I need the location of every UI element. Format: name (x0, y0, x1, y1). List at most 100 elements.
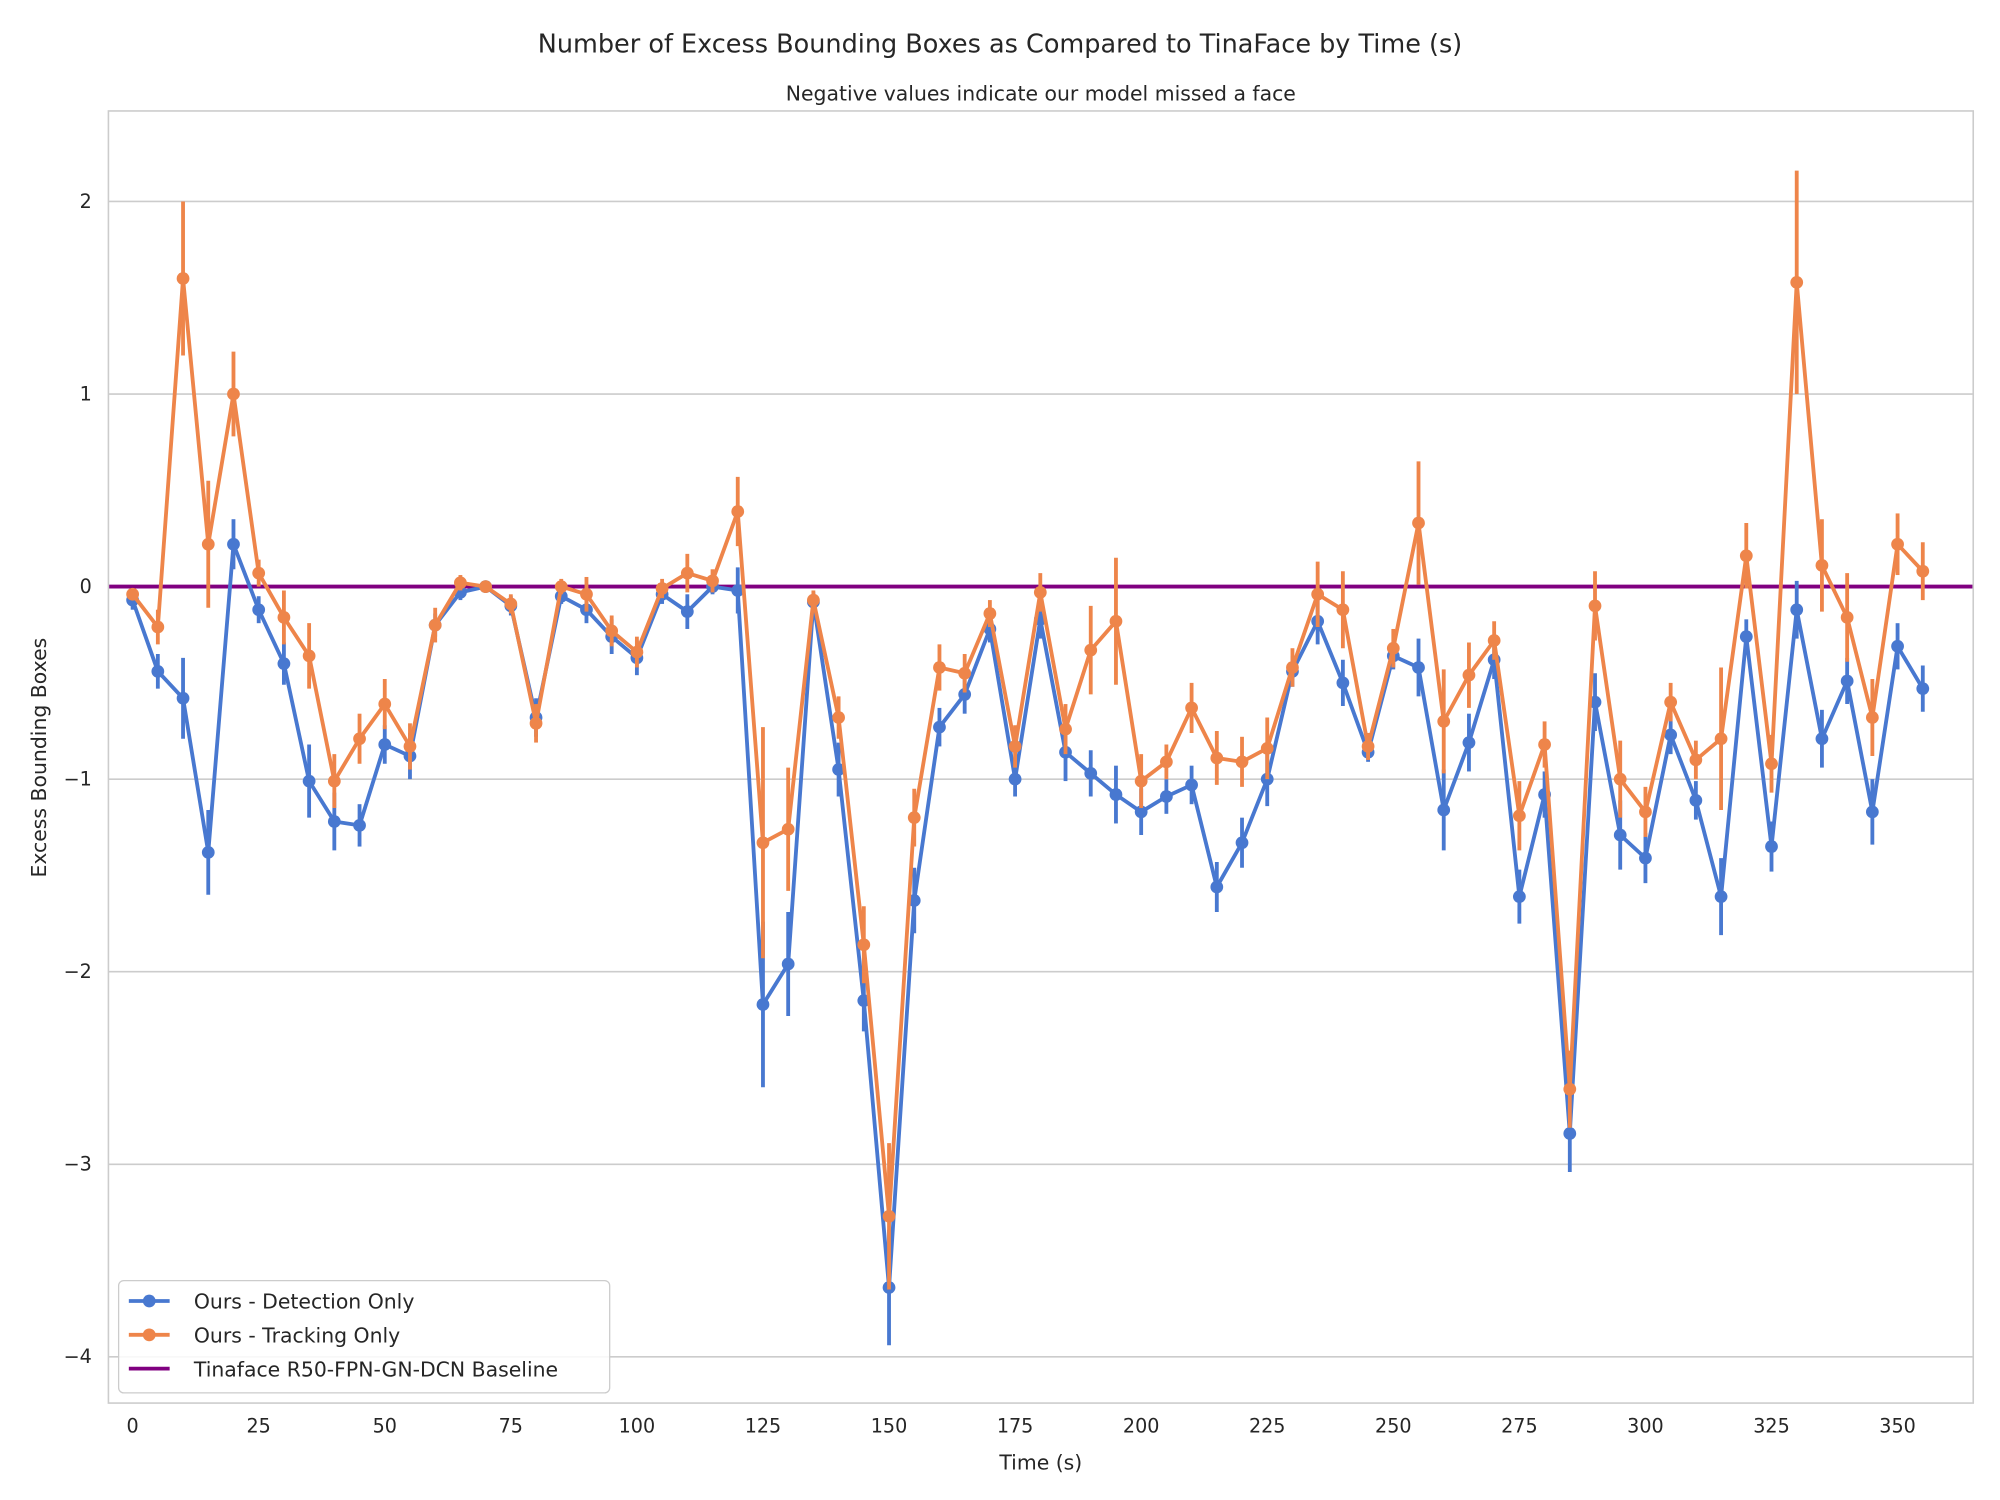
data-point (1765, 757, 1778, 771)
data-point (353, 818, 366, 832)
data-point (1412, 516, 1425, 530)
data-point (1134, 805, 1148, 819)
data-point (151, 664, 165, 678)
data-point (554, 580, 568, 593)
data-point (706, 574, 719, 588)
data-point (1865, 711, 1879, 724)
x-tick-label: 275 (1501, 1414, 1538, 1437)
data-point (1512, 809, 1526, 823)
data-point (1437, 715, 1451, 728)
series-line (130, 542, 1925, 1290)
plot-frame (107, 110, 1975, 1404)
data-point (1311, 587, 1325, 601)
x-tick-label: 150 (871, 1414, 908, 1437)
data-point (1361, 740, 1375, 753)
data-point (151, 620, 165, 634)
data-point (353, 732, 366, 746)
data-point (176, 272, 190, 285)
data-point (327, 815, 341, 828)
y-tick-label: −1 (64, 768, 92, 791)
chart-subtitle: Negative values indicate our model misse… (786, 82, 1296, 106)
x-tick-label: 175 (997, 1414, 1034, 1437)
data-point (201, 845, 215, 859)
data-point (680, 605, 694, 619)
data-point (1916, 564, 1930, 578)
data-point (1538, 738, 1551, 751)
data-point (1689, 753, 1703, 767)
series-tracking (126, 170, 1930, 1290)
data-point (252, 566, 266, 580)
x-tick-label: 250 (1375, 1414, 1412, 1437)
data-point (302, 649, 316, 663)
legend: Ours - Detection Only Ours - Tracking Onl… (117, 1279, 611, 1394)
x-tick-label: 300 (1627, 1414, 1664, 1437)
data-point (1462, 736, 1476, 749)
x-tick-label: 75 (499, 1414, 523, 1437)
data-point (252, 603, 266, 617)
data-point (781, 822, 795, 836)
series-layer (108, 170, 1974, 1346)
data-point (1790, 603, 1804, 617)
data-point (1185, 701, 1198, 715)
data-point (933, 661, 946, 674)
data-point (655, 582, 669, 595)
legend-label: Tinaface R50-FPN-GN-DCN Baseline (193, 1357, 558, 1381)
data-point (1235, 755, 1249, 769)
data-point (1462, 668, 1476, 682)
data-point (479, 580, 492, 593)
data-point (1639, 851, 1652, 865)
data-point (378, 738, 392, 751)
data-point (1412, 661, 1425, 674)
data-point (1840, 611, 1854, 624)
data-point (1437, 803, 1451, 817)
data-point (1739, 549, 1753, 563)
data-point (680, 566, 694, 580)
data-point (126, 587, 140, 601)
data-point (807, 593, 820, 607)
y-tick-label: 0 (80, 575, 92, 598)
data-point (832, 763, 845, 776)
data-point (1840, 674, 1854, 688)
data-point (1109, 788, 1123, 801)
data-point (1639, 805, 1652, 819)
data-point (1160, 790, 1173, 803)
x-axis-label: Time (s) (998, 1450, 1082, 1474)
data-point (1084, 643, 1098, 657)
x-tick-label: 25 (247, 1414, 271, 1437)
x-tick-label: 125 (745, 1414, 782, 1437)
data-point (958, 688, 972, 701)
y-tick-label: −4 (64, 1345, 92, 1368)
legend-label: Ours - Tracking Only (194, 1323, 400, 1347)
data-point (1664, 695, 1678, 709)
y-axis-label: Excess Bounding Boxes (27, 638, 51, 878)
data-point (1739, 630, 1753, 644)
data-point (1210, 751, 1224, 765)
x-tick-label: 325 (1753, 1414, 1790, 1437)
data-point (605, 624, 619, 638)
data-point (756, 998, 770, 1011)
grid (108, 200, 1974, 1358)
data-point (1260, 741, 1274, 755)
y-tick-label: −3 (64, 1153, 92, 1176)
x-tick-label: 0 (127, 1414, 139, 1437)
data-point (630, 645, 644, 659)
data-point (176, 691, 190, 705)
data-point (1891, 639, 1904, 653)
data-point (378, 697, 392, 711)
data-point (1891, 537, 1904, 551)
data-point (857, 938, 871, 952)
data-point (1714, 732, 1728, 746)
data-point (781, 957, 795, 971)
data-point (1664, 728, 1678, 742)
legend-label: Ours - Detection Only (194, 1290, 415, 1314)
data-point (1815, 559, 1829, 572)
data-point (1235, 836, 1249, 850)
legend-box (117, 1279, 611, 1394)
data-point (1336, 676, 1350, 690)
data-point (1134, 774, 1148, 788)
data-point (1613, 828, 1627, 842)
data-point (1815, 732, 1829, 746)
data-point (1714, 890, 1728, 904)
data-point (277, 611, 291, 624)
